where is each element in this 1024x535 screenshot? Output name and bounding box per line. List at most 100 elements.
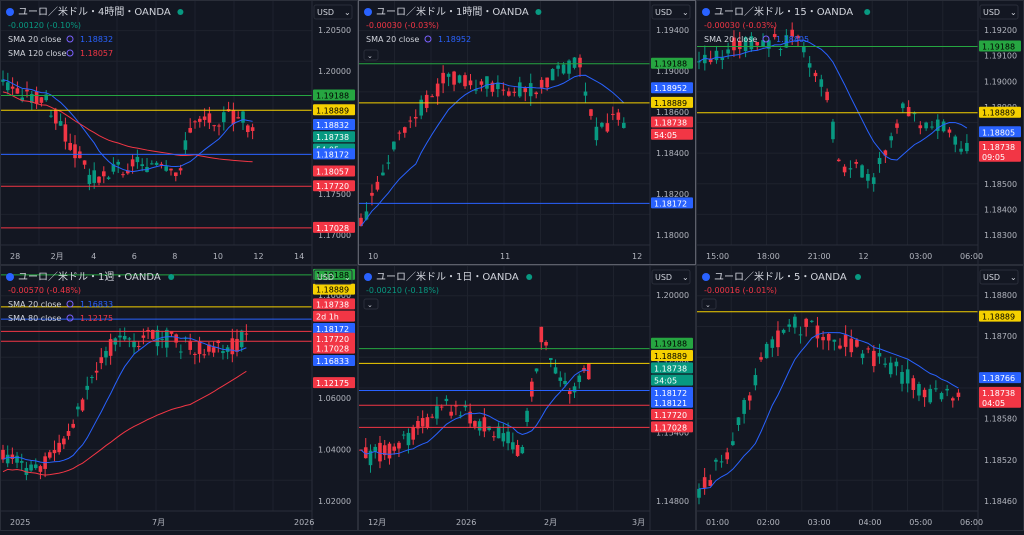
time-tick-label: 06:00 <box>960 518 983 527</box>
candle-body <box>363 447 368 459</box>
time-axis[interactable]: 15:00 18:00 21:00 12 03:00 06:00 <box>696 244 983 261</box>
chart-legend[interactable]: ユーロ／米ドル・5・OANDA -0.00016 (-0.01%) ⌄ <box>701 270 861 310</box>
indicator-settings-icon[interactable] <box>424 35 432 43</box>
symbol-title[interactable]: ユーロ／米ドル・1時間・OANDA <box>376 5 529 18</box>
symbol-title[interactable]: ユーロ／米ドル・15・OANDA <box>714 5 853 18</box>
candle-body <box>534 92 538 95</box>
chart-legend[interactable]: ユーロ／米ドル・4時間・OANDA -0.00120 (-0.10%) SMA 20… <box>6 5 184 58</box>
svg-text:04:05: 04:05 <box>982 399 1005 408</box>
price-change: -0.00120 (-0.10%) <box>8 21 81 30</box>
candle-body <box>10 86 15 89</box>
chevron-down-icon: ⌄ <box>344 273 351 282</box>
chevron-down-icon: ⌄ <box>682 273 689 282</box>
candle-body <box>697 61 701 63</box>
candle-body <box>477 421 482 431</box>
candle-body <box>770 339 775 348</box>
indicator-legend-item[interactable]: SMA 20 close 1.18952 <box>366 35 471 44</box>
time-axis[interactable]: 12月 2026 2月 3月 <box>358 510 650 527</box>
time-axis[interactable]: 28 2月 4 6 8 10 12 14 <box>0 244 312 261</box>
svg-text:SMA 120 close: SMA 120 close <box>8 49 66 58</box>
candle-body <box>732 37 736 51</box>
chart-panel-p1h[interactable]: 1.19400 1.19000 1.18600 1.18400 1.18200 1.180… <box>358 0 696 265</box>
candle-body <box>454 405 458 407</box>
chart-panel-p1w[interactable]: 1.100001.080001.060001.040001.020001.191… <box>0 265 358 531</box>
candle-body <box>57 442 61 453</box>
chart-panel-p5[interactable]: 1.188001.187001.186401.185801.185201.184… <box>696 265 1024 531</box>
symbol-title[interactable]: ユーロ／米ドル・5・OANDA <box>714 270 847 283</box>
chevron-icon: ⌄ <box>367 301 373 309</box>
currency-selector[interactable]: USD ⌄ <box>979 269 1019 285</box>
candle-body <box>392 141 396 150</box>
price-tick-label: 1.18700 <box>984 332 1017 341</box>
candle-body <box>749 36 754 50</box>
svg-text:1.18738: 1.18738 <box>982 143 1015 152</box>
indicator-legend-item[interactable]: SMA 20 close 1.18832 <box>8 35 113 44</box>
chart-panel-p15[interactable]: 1.192001.191001.190001.189001.187001.186… <box>696 0 1024 265</box>
currency-selector[interactable]: USD ⌄ <box>313 269 353 285</box>
indicator-settings-icon[interactable] <box>762 35 770 43</box>
price-axis[interactable]: 1.188001.187001.186401.185801.185201.184… <box>977 265 1021 531</box>
panel-background <box>696 265 1024 531</box>
legend-collapse-button[interactable]: ⌄ <box>363 49 379 61</box>
chart-panel-p4h[interactable]: 1.205001.200001.195001.185001.175001.170… <box>0 0 358 265</box>
svg-text:USD: USD <box>983 273 1000 282</box>
candle-body <box>842 166 847 173</box>
indicator-settings-icon[interactable] <box>66 49 74 57</box>
indicator-legend-item[interactable]: SMA 80 close 1.12175 <box>8 314 113 323</box>
chart-legend[interactable]: ユーロ／米ドル・1日・OANDA -0.00210 (-0.18%) ⌄ <box>363 270 533 310</box>
price-axis[interactable]: 1.205001.200001.195001.185001.175001.170… <box>311 0 355 265</box>
price-label: 1.18889 <box>313 104 355 116</box>
price-label: 1.18889 <box>313 283 355 295</box>
legend-collapse-button[interactable]: ⌄ <box>363 298 379 310</box>
indicator-legend-item[interactable]: SMA 20 close 1.18805 <box>704 35 809 44</box>
candle-body <box>888 362 893 375</box>
candle-body <box>572 386 577 393</box>
sma-20-line <box>360 369 589 455</box>
indicator-settings-icon[interactable] <box>66 314 74 322</box>
currency-selector[interactable]: USD ⌄ <box>979 4 1019 20</box>
svg-text:54:05: 54:05 <box>654 131 677 140</box>
price-axis[interactable]: 1.100001.080001.060001.040001.020001.191… <box>311 265 355 531</box>
svg-text:1.19188: 1.19188 <box>654 60 687 69</box>
candle-body <box>435 406 439 419</box>
indicator-settings-icon[interactable] <box>66 35 74 43</box>
price-label: 09:05 <box>979 150 1021 162</box>
price-axis[interactable]: 1.200001.160001.154001.148001.191881.188… <box>649 265 693 531</box>
price-axis[interactable]: 1.192001.191001.190001.189001.187001.186… <box>977 0 1021 265</box>
candle-body <box>25 89 29 92</box>
price-tick-label: 1.18800 <box>984 291 1017 300</box>
time-axis[interactable]: 2025 7月 2026 <box>0 510 314 527</box>
candle-body <box>118 335 122 338</box>
candle-body <box>135 156 140 163</box>
candle-body <box>778 48 783 50</box>
currency-selector[interactable]: USD ⌄ <box>651 269 691 285</box>
legend-collapse-button[interactable]: ⌄ <box>701 298 717 310</box>
symbol-title[interactable]: ユーロ／米ドル・4時間・OANDA <box>18 5 171 18</box>
currency-selector[interactable]: USD ⌄ <box>651 4 691 20</box>
indicator-legend-item[interactable]: SMA 20 close 1.16833 <box>8 300 113 309</box>
svg-text:1.17720: 1.17720 <box>654 411 687 420</box>
chart-legend[interactable]: ユーロ／米ドル・15・OANDA -0.00030 (-0.03%) SMA 20 … <box>702 5 871 44</box>
candle-body <box>959 148 963 152</box>
symbol-title[interactable]: ユーロ／米ドル・1日・OANDA <box>376 270 519 283</box>
candle-body <box>386 162 391 164</box>
candle-body <box>20 97 24 101</box>
candle-body <box>930 126 934 128</box>
candle-body <box>482 417 487 432</box>
candle-body <box>836 159 841 162</box>
time-axis[interactable]: 10 11 12 <box>358 244 650 261</box>
indicator-legend-item[interactable]: SMA 120 close 1.18057 <box>8 49 113 58</box>
price-axis[interactable]: 1.19400 1.19000 1.18600 1.18400 1.18200 1.180… <box>649 0 693 265</box>
price-label: 04:05 <box>979 396 1021 408</box>
symbol-title[interactable]: ユーロ／米ドル・1週・OANDA <box>18 270 161 283</box>
time-axis[interactable]: 01:00 02:00 03:00 04:00 05:00 06:00 <box>696 510 983 527</box>
indicator-settings-icon[interactable] <box>66 300 74 308</box>
chart-panel-p1d[interactable]: 1.200001.160001.154001.148001.191881.188… <box>358 265 696 531</box>
price-tick-label: 1.10000 <box>318 291 351 300</box>
currency-selector[interactable]: USD ⌄ <box>313 4 353 20</box>
candle-body <box>832 339 837 342</box>
chart-legend[interactable]: ユーロ／米ドル・1時間・OANDA -0.00030 (-0.03%) SMA 20… <box>363 5 542 61</box>
svg-text:54:05: 54:05 <box>654 377 677 386</box>
chart-legend[interactable]: ユーロ／米ドル・1週・OANDA -0.00570 (-0.48%) SMA 20 … <box>6 270 175 323</box>
svg-text:1.19188: 1.19188 <box>654 340 687 349</box>
